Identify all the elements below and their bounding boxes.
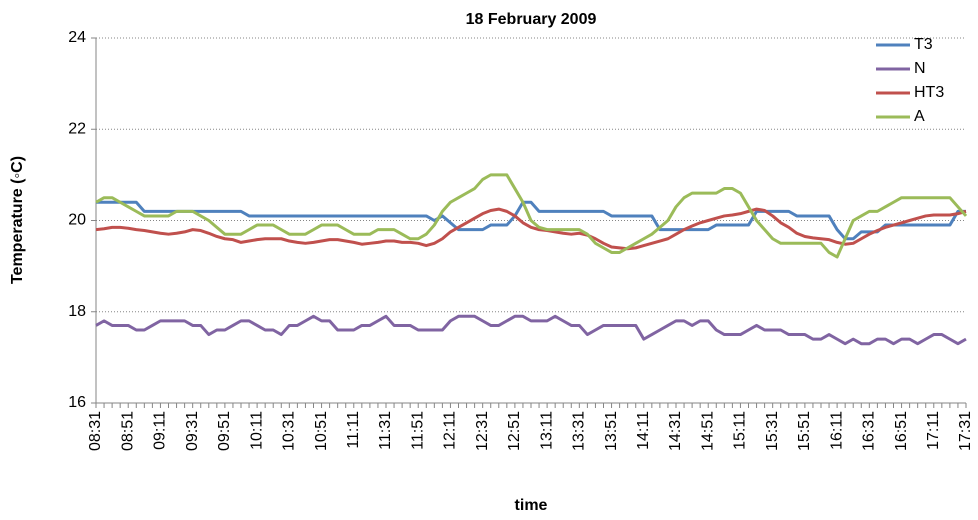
x-tick-label: 10:31 bbox=[281, 411, 298, 451]
x-tick-label: 12:31 bbox=[474, 411, 491, 451]
x-tick-label: 15:31 bbox=[764, 411, 781, 451]
x-tick-label: 09:11 bbox=[152, 411, 169, 450]
x-tick-label: 15:11 bbox=[732, 411, 749, 450]
x-tick-label: 14:51 bbox=[699, 411, 716, 451]
x-tick-label: 09:31 bbox=[184, 411, 201, 451]
x-tick-label: 12:51 bbox=[506, 411, 523, 451]
legend-label: HT3 bbox=[914, 84, 944, 101]
legend-label: A bbox=[914, 108, 925, 125]
x-tick-label: 13:31 bbox=[571, 411, 588, 451]
x-axis-title: time bbox=[515, 497, 548, 514]
x-tick-label: 08:51 bbox=[119, 411, 136, 451]
x-tick-label: 08:31 bbox=[87, 411, 104, 451]
x-tick-label: 11:31 bbox=[377, 411, 394, 450]
y-tick-label: 16 bbox=[68, 394, 86, 411]
x-tick-label: 09:51 bbox=[216, 411, 233, 451]
x-tick-label: 13:11 bbox=[538, 411, 555, 450]
x-tick-label: 12:11 bbox=[442, 411, 459, 450]
x-tick-label: 10:11 bbox=[248, 411, 265, 450]
y-tick-label: 24 bbox=[68, 29, 86, 46]
x-tick-label: 14:31 bbox=[667, 411, 684, 451]
x-tick-label: 14:11 bbox=[635, 411, 652, 450]
y-tick-label: 22 bbox=[68, 120, 86, 137]
x-tick-label: 10:51 bbox=[313, 411, 330, 451]
x-tick-label: 17:11 bbox=[925, 411, 942, 450]
series-line bbox=[95, 314, 967, 346]
y-tick-label: 18 bbox=[68, 303, 86, 320]
x-tick-label: 16:51 bbox=[893, 411, 910, 451]
series-line bbox=[96, 200, 966, 241]
y-tick-label: 20 bbox=[68, 212, 86, 229]
x-tick-label: 11:51 bbox=[409, 411, 426, 450]
x-tick-label: 15:51 bbox=[796, 411, 813, 451]
x-tick-label: 13:51 bbox=[603, 411, 620, 451]
x-tick-label: 16:11 bbox=[828, 411, 845, 450]
legend-label: N bbox=[914, 60, 926, 77]
y-axis-title: Temperature (◦C) bbox=[9, 156, 26, 284]
chart-title: 18 February 2009 bbox=[466, 11, 597, 28]
series-line bbox=[95, 207, 967, 251]
series-line bbox=[95, 173, 968, 259]
x-tick-label: 17:31 bbox=[957, 411, 974, 451]
x-tick-label: 11:11 bbox=[345, 411, 362, 449]
legend-label: T3 bbox=[914, 36, 933, 53]
x-tick-label: 16:31 bbox=[861, 411, 878, 451]
